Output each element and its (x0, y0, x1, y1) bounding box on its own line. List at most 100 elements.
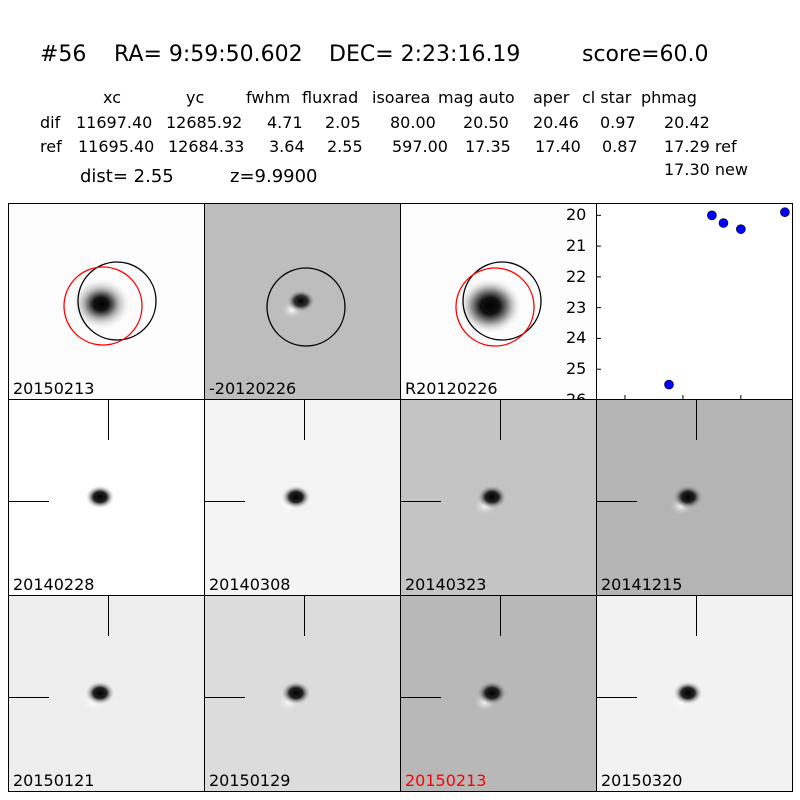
stamp-image (473, 485, 507, 516)
y-tick-label: 22 (566, 266, 587, 286)
table-column-header: fluxrad (302, 88, 359, 107)
stamp-panel: 20150320 (596, 595, 793, 792)
crosshair-tick-vertical (500, 400, 501, 440)
crosshair-tick-vertical (108, 400, 109, 440)
stamp-panel: 20141215 (596, 399, 793, 596)
ref-aperture-circle (63, 266, 143, 346)
table-column-header: yc (186, 88, 205, 107)
table-cell: 80.00 (390, 113, 436, 132)
y-tick-label: 23 (566, 297, 587, 317)
table-column-header: aper (533, 88, 570, 107)
stamp-image (669, 681, 703, 712)
stamp-image (473, 681, 507, 712)
panel-label: 20150121 (13, 771, 95, 790)
crosshair-tick-vertical (304, 400, 305, 440)
y-tick-label: 25 (566, 359, 587, 379)
image-panel-reference: R20120226 (400, 203, 597, 400)
ref-aperture-circle (455, 267, 535, 347)
y-tick-label: 20 (566, 205, 587, 225)
crosshair-tick-horizontal (597, 697, 637, 698)
crosshair-tick-vertical (108, 596, 109, 636)
stamp-image (81, 681, 115, 712)
aperture-circle (77, 261, 157, 341)
panel-label: 20150213 (405, 771, 487, 790)
table-column-header: isoarea (372, 88, 431, 107)
stamp-panel: 20150213 (400, 595, 597, 792)
table-cell: 2.55 (327, 137, 363, 156)
table-cell: 11695.40 (78, 137, 155, 156)
table-cell: 20.42 (664, 113, 710, 132)
stamp-panel: 20140308 (204, 399, 401, 596)
lightcurve-plot (596, 203, 793, 401)
plot-frame (596, 203, 793, 400)
table-cell: 20.50 (463, 113, 509, 132)
ra-value: RA= 9:59:50.602 (114, 42, 303, 67)
panel-label: -20120226 (209, 379, 297, 398)
data-point (707, 210, 717, 221)
data-point (664, 379, 674, 390)
aperture-circle (462, 261, 542, 341)
panel-label: 20150129 (209, 771, 291, 790)
stamp-image (669, 485, 703, 516)
table-cell: 597.00 (392, 137, 448, 156)
stamp-image (81, 485, 115, 516)
star-image-new (63, 261, 157, 346)
panel-label: 20150320 (601, 771, 683, 790)
crosshair-tick-horizontal (205, 501, 245, 502)
data-point (780, 207, 790, 218)
table-column-header: xc (103, 88, 121, 107)
table-cell: 3.64 (269, 137, 305, 156)
table-cell: 11697.40 (76, 113, 153, 132)
data-point (718, 218, 729, 228)
score-value: score=60.0 (582, 42, 709, 67)
crosshair-tick-horizontal (9, 501, 49, 502)
table-column-header: mag auto (438, 88, 515, 107)
table-cell: 0.87 (602, 137, 638, 156)
table-cell: 20.46 (533, 113, 579, 132)
lightcurve-chart (596, 203, 793, 401)
stamp-image (277, 485, 311, 516)
candidate-id: #56 (40, 42, 87, 67)
table-column-header: phmag (641, 88, 697, 107)
crosshair-tick-horizontal (597, 501, 637, 502)
aperture-circle (266, 267, 346, 347)
data-point (736, 224, 746, 234)
stamp-panel: 20150129 (204, 595, 401, 792)
stamp-panel: 20140228 (8, 399, 205, 596)
table-column-header: cl star (582, 88, 632, 107)
panel-label: 20140308 (209, 575, 291, 594)
z-value: z=9.9900 (230, 166, 318, 187)
table-cell: 12685.92 (166, 113, 243, 132)
crosshair-tick-horizontal (401, 501, 441, 502)
stamp-image (277, 681, 311, 712)
table-cell: 17.35 (465, 137, 511, 156)
table-cell: 17.29 ref (664, 137, 737, 156)
panel-label: 20141215 (601, 575, 683, 594)
star-image-difference (266, 267, 346, 347)
table-cell: 2.05 (325, 113, 361, 132)
dist-value: dist= 2.55 (80, 166, 174, 187)
crosshair-tick-vertical (304, 596, 305, 636)
panel-label: 20140228 (13, 575, 95, 594)
stamp-panel: 20140323 (400, 399, 597, 596)
dec-value: DEC= 2:23:16.19 (329, 42, 521, 67)
y-tick-label: 21 (566, 236, 587, 256)
table-row-label: dif (40, 113, 61, 132)
crosshair-tick-vertical (696, 596, 697, 636)
table-cell: 17.40 (535, 137, 581, 156)
star-image-reference (455, 261, 542, 347)
table-row-label: ref (40, 137, 62, 156)
image-panel-difference: -20120226 (204, 203, 401, 400)
table-cell: 12684.33 (168, 137, 245, 156)
stamp-panel: 20150121 (8, 595, 205, 792)
crosshair-tick-horizontal (401, 697, 441, 698)
panel-label: 20140323 (405, 575, 487, 594)
crosshair-tick-horizontal (9, 697, 49, 698)
y-tick-label: 24 (566, 328, 587, 348)
crosshair-tick-horizontal (205, 697, 245, 698)
table-cell: 4.71 (267, 113, 303, 132)
crosshair-tick-vertical (696, 400, 697, 440)
table-cell: 0.97 (600, 113, 636, 132)
crosshair-tick-vertical (500, 596, 501, 636)
panel-label: R20120226 (405, 379, 498, 398)
